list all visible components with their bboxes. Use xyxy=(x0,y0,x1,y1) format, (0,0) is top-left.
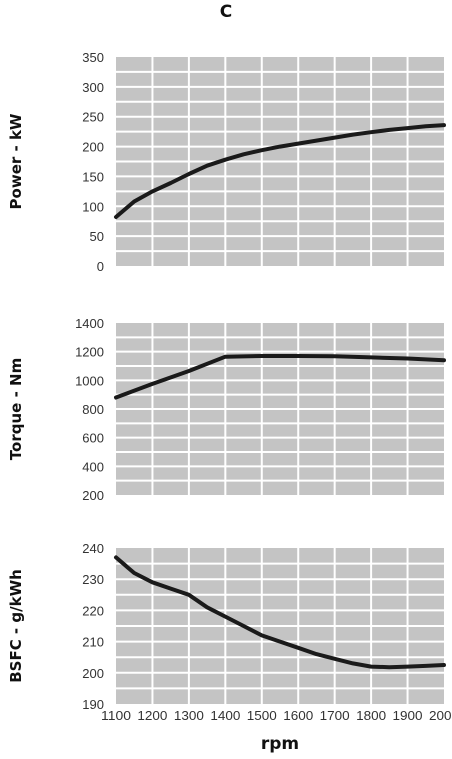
y-tick-label: 210 xyxy=(82,635,104,650)
y-tick-label: 200 xyxy=(82,666,104,681)
y-tick-label: 220 xyxy=(82,603,104,618)
series-line xyxy=(114,354,446,400)
y-tick-label: 1400 xyxy=(75,316,104,331)
y-tick-label: 240 xyxy=(82,541,104,556)
y-tick-label: 200 xyxy=(82,488,104,503)
y-axis-label: BSFC - g/kWh xyxy=(7,569,25,683)
x-axis-label: rpm xyxy=(261,734,299,754)
x-tick-label: 1700 xyxy=(320,708,350,723)
y-tick-label: 230 xyxy=(82,572,104,587)
y-tick-label: 600 xyxy=(82,431,104,446)
y-tick-label: 350 xyxy=(82,50,104,65)
y-tick-label: 1000 xyxy=(75,373,104,388)
y-axis-label: Torque - Nm xyxy=(7,358,25,460)
chart-panel-3: 190 200 210 220 230 240 BSFC - g/kWh 1100 1200 13… xyxy=(7,541,452,754)
y-tick-label: 400 xyxy=(82,459,104,474)
chart-panel-1: 0 50 100 150 200 250 300 350 Power - kW xyxy=(7,50,446,274)
x-tick-label: 1300 xyxy=(174,708,204,723)
y-tick-label: 800 xyxy=(82,402,104,417)
y-tick-label: 300 xyxy=(82,80,104,95)
y-tick-label: 250 xyxy=(82,110,104,125)
x-tick-label: 1400 xyxy=(210,708,240,723)
x-tick-label: 1600 xyxy=(283,708,313,723)
y-tick-label: 1200 xyxy=(75,345,104,360)
page-title: C xyxy=(219,2,233,22)
x-tick-label: 2000 xyxy=(429,708,452,723)
y-tick-label: 50 xyxy=(90,229,104,244)
chart-panel-2: 200 400 600 800 1000 1200 1400 Torque - Nm xyxy=(7,316,446,503)
y-tick-label: 100 xyxy=(82,199,104,214)
series-line xyxy=(114,123,446,219)
y-tick-label: 190 xyxy=(82,697,104,712)
x-tick-label: 1100 xyxy=(101,708,131,723)
y-axis-label: Power - kW xyxy=(7,113,25,209)
x-tick-label: 1200 xyxy=(137,708,167,723)
x-tick-label: 1500 xyxy=(247,708,277,723)
y-tick-label: 0 xyxy=(97,259,104,274)
y-tick-label: 200 xyxy=(82,140,104,155)
x-tick-label: 1800 xyxy=(356,708,386,723)
x-tick-label: 1900 xyxy=(393,708,423,723)
y-tick-label: 150 xyxy=(82,169,104,184)
series-line xyxy=(114,555,446,670)
